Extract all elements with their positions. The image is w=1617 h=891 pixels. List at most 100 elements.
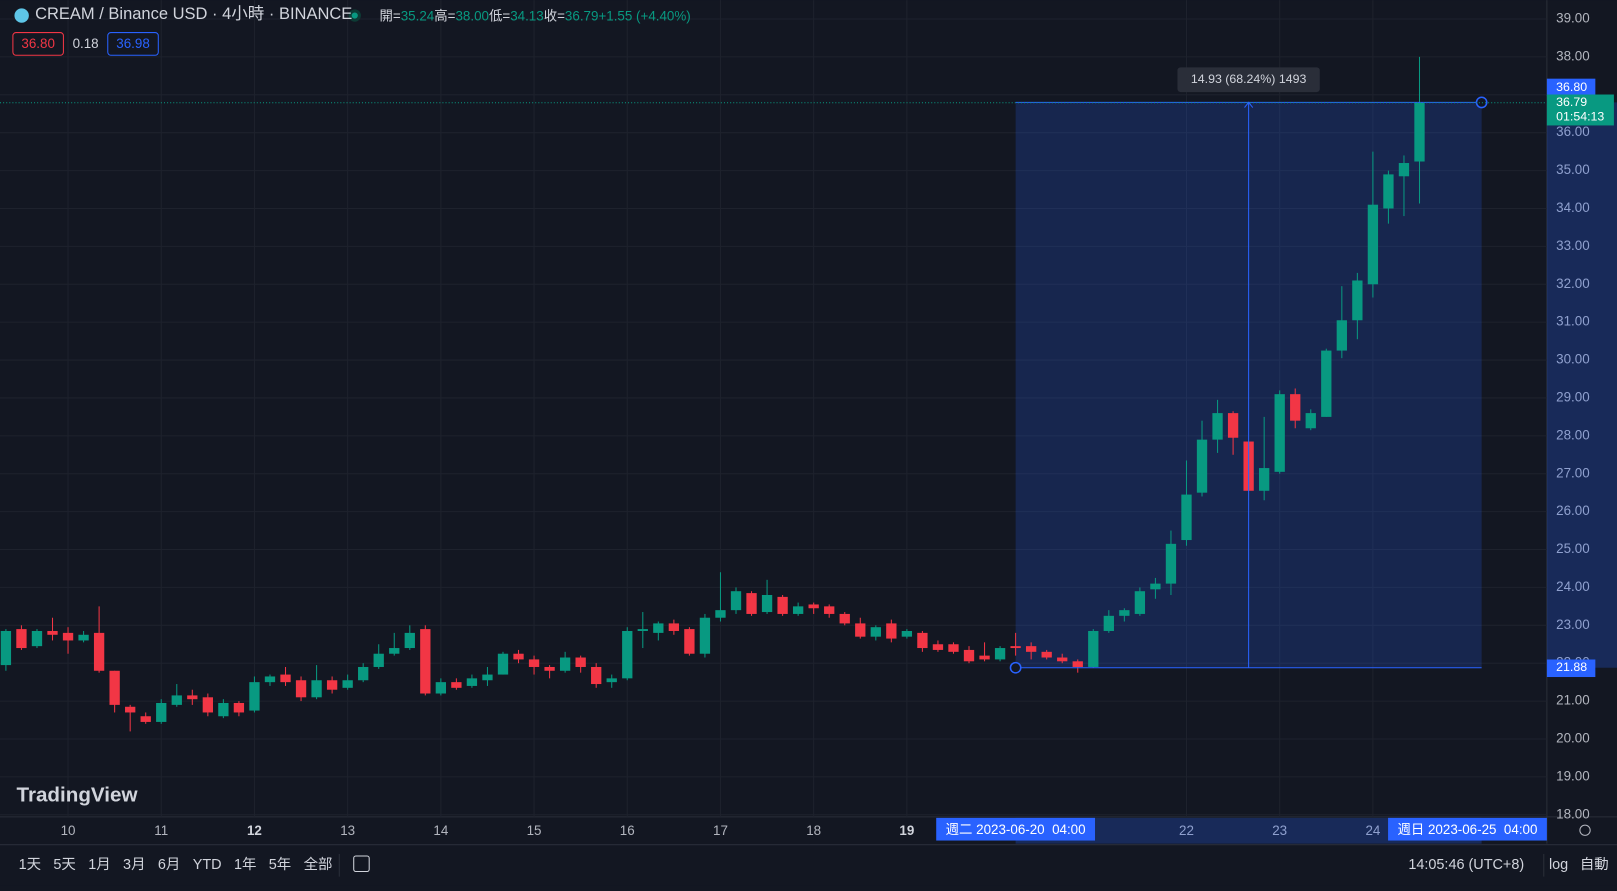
time-label: 週日 2023-06-25 04:00 — [1397, 822, 1537, 837]
log-toggle[interactable]: log — [1549, 857, 1568, 873]
price-label-bg — [1546, 78, 1596, 97]
candle-body — [373, 653, 384, 667]
candle-body — [1025, 646, 1037, 652]
candle-body — [171, 695, 182, 705]
candle-body — [233, 702, 245, 713]
candle-body — [342, 680, 353, 688]
countdown: 01:54:13 — [1556, 109, 1604, 123]
candle-body — [466, 678, 478, 686]
candle-body — [948, 644, 959, 652]
range-button[interactable]: 5年 — [269, 856, 291, 873]
date-range-icon[interactable] — [353, 855, 370, 872]
last-price: 36.79 — [1556, 95, 1587, 109]
candle-body — [1103, 615, 1114, 631]
candle-body — [1196, 439, 1208, 493]
y-tick-label: 24.00 — [1556, 579, 1590, 594]
candle-body — [420, 629, 431, 694]
candle-body — [528, 659, 540, 667]
bid[interactable]: 36.80 — [21, 36, 55, 51]
ohlc-label: 低= — [489, 8, 510, 23]
price-label-bg — [1546, 659, 1596, 678]
candle-body — [326, 680, 338, 690]
candle-body — [311, 680, 322, 698]
x-tick-label: 13 — [340, 823, 355, 838]
candle-body — [1212, 413, 1223, 440]
candle-body — [917, 632, 928, 649]
ohlc-label: 開= — [380, 8, 401, 23]
settings-icon[interactable] — [1579, 824, 1591, 836]
y-tick-label: 34.00 — [1556, 200, 1590, 215]
candle-body — [606, 678, 617, 683]
time-label-bg — [936, 817, 1096, 841]
y-tick-label: 35.00 — [1556, 162, 1590, 177]
bid-box[interactable] — [12, 32, 64, 56]
y-tick-label: 26.00 — [1556, 503, 1590, 518]
candle-body — [497, 653, 509, 675]
candle-body — [1383, 174, 1394, 209]
candle-body — [1057, 657, 1068, 662]
candle-body — [16, 629, 27, 649]
y-tick-label: 25.00 — [1556, 541, 1590, 556]
range-button[interactable]: 1月 — [88, 857, 110, 873]
plot: 14.93 (68.24%) 1493 — [0, 0, 1547, 817]
candle-body — [389, 648, 400, 654]
candle-body — [187, 695, 198, 700]
spread: 0.18 — [73, 36, 99, 51]
y-tick-label: 36.00 — [1556, 124, 1590, 139]
candle-body — [140, 716, 151, 722]
x-tick-label: 15 — [527, 823, 542, 838]
symbol-icon — [14, 8, 29, 23]
ohlc: 開=35.24高=38.00低=34.13收=36.79+1.55 (+4.40… — [380, 7, 691, 23]
y-tick-label: 32.00 — [1556, 276, 1590, 291]
ohlc-value: 36.79 — [565, 8, 599, 23]
candle-body — [1010, 646, 1021, 649]
y-tick-label: 27.00 — [1556, 465, 1590, 480]
ask[interactable]: 36.98 — [116, 36, 150, 51]
candle-body — [1041, 651, 1052, 658]
candle-body — [808, 604, 819, 609]
time-label: 週二 2023-06-20 04:00 — [946, 822, 1086, 837]
candle-body — [777, 596, 788, 614]
measure-label-bg — [1177, 67, 1320, 93]
candle-body — [575, 657, 586, 667]
y-tick-label: 29.00 — [1556, 389, 1590, 404]
y-tick-label: 19.00 — [1556, 768, 1590, 783]
candle-body — [1227, 413, 1239, 438]
candle-body — [1181, 494, 1192, 541]
range-button[interactable]: 1天 — [19, 857, 41, 873]
y-tick-label: 28.00 — [1556, 427, 1590, 442]
clock[interactable]: 14:05:46 (UTC+8) — [1408, 857, 1524, 873]
measure-label: 14.93 (68.24%) 1493 — [1191, 72, 1307, 86]
candle-body — [78, 634, 89, 641]
x-tick-label: 24 — [1365, 823, 1380, 838]
candle-body — [963, 649, 975, 662]
x-tick-label: 23 — [1272, 823, 1287, 838]
candle-body — [559, 657, 571, 671]
range-button[interactable]: 6月 — [158, 857, 180, 873]
range-button[interactable]: 5天 — [53, 857, 75, 873]
range-button[interactable]: 全部 — [304, 855, 333, 873]
ui: CREAM / Binance USD · 4小時 · BINANCE 36.8… — [12, 4, 1617, 877]
candle-body — [839, 613, 850, 624]
price-axis — [1546, 0, 1617, 844]
auto-toggle[interactable]: 自動 — [1580, 856, 1609, 873]
candle-body — [1367, 204, 1379, 285]
range-button[interactable]: 3月 — [123, 857, 145, 873]
candle-body — [668, 623, 680, 631]
candle-body — [264, 676, 276, 683]
x-tick-label: 17 — [713, 823, 728, 838]
candle-body — [622, 630, 633, 679]
range-button[interactable]: YTD — [193, 857, 222, 873]
range-button[interactable]: 1年 — [234, 856, 256, 873]
x-tick-label: 16 — [620, 823, 635, 838]
candle-body — [1321, 350, 1332, 417]
x-tick-label: 14 — [433, 823, 448, 838]
ask-box[interactable] — [107, 32, 159, 56]
measure-handle — [1009, 661, 1022, 674]
candle-body — [31, 630, 43, 647]
candle-body — [1088, 630, 1099, 667]
candle-body — [109, 670, 120, 705]
candle-body — [792, 606, 804, 614]
status-dot — [351, 12, 358, 19]
